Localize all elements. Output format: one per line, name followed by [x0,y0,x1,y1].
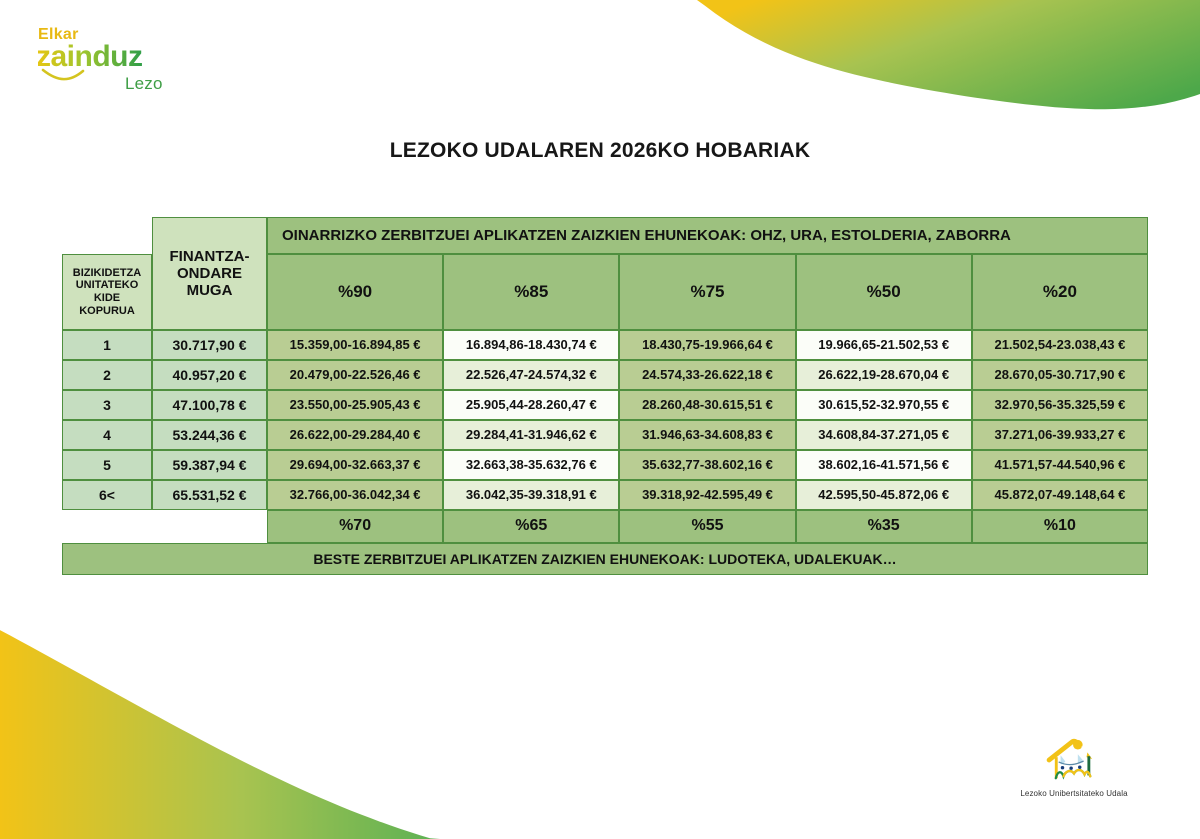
svg-text:zainduz: zainduz [38,40,143,73]
svg-text:Lezo: Lezo [125,74,163,93]
